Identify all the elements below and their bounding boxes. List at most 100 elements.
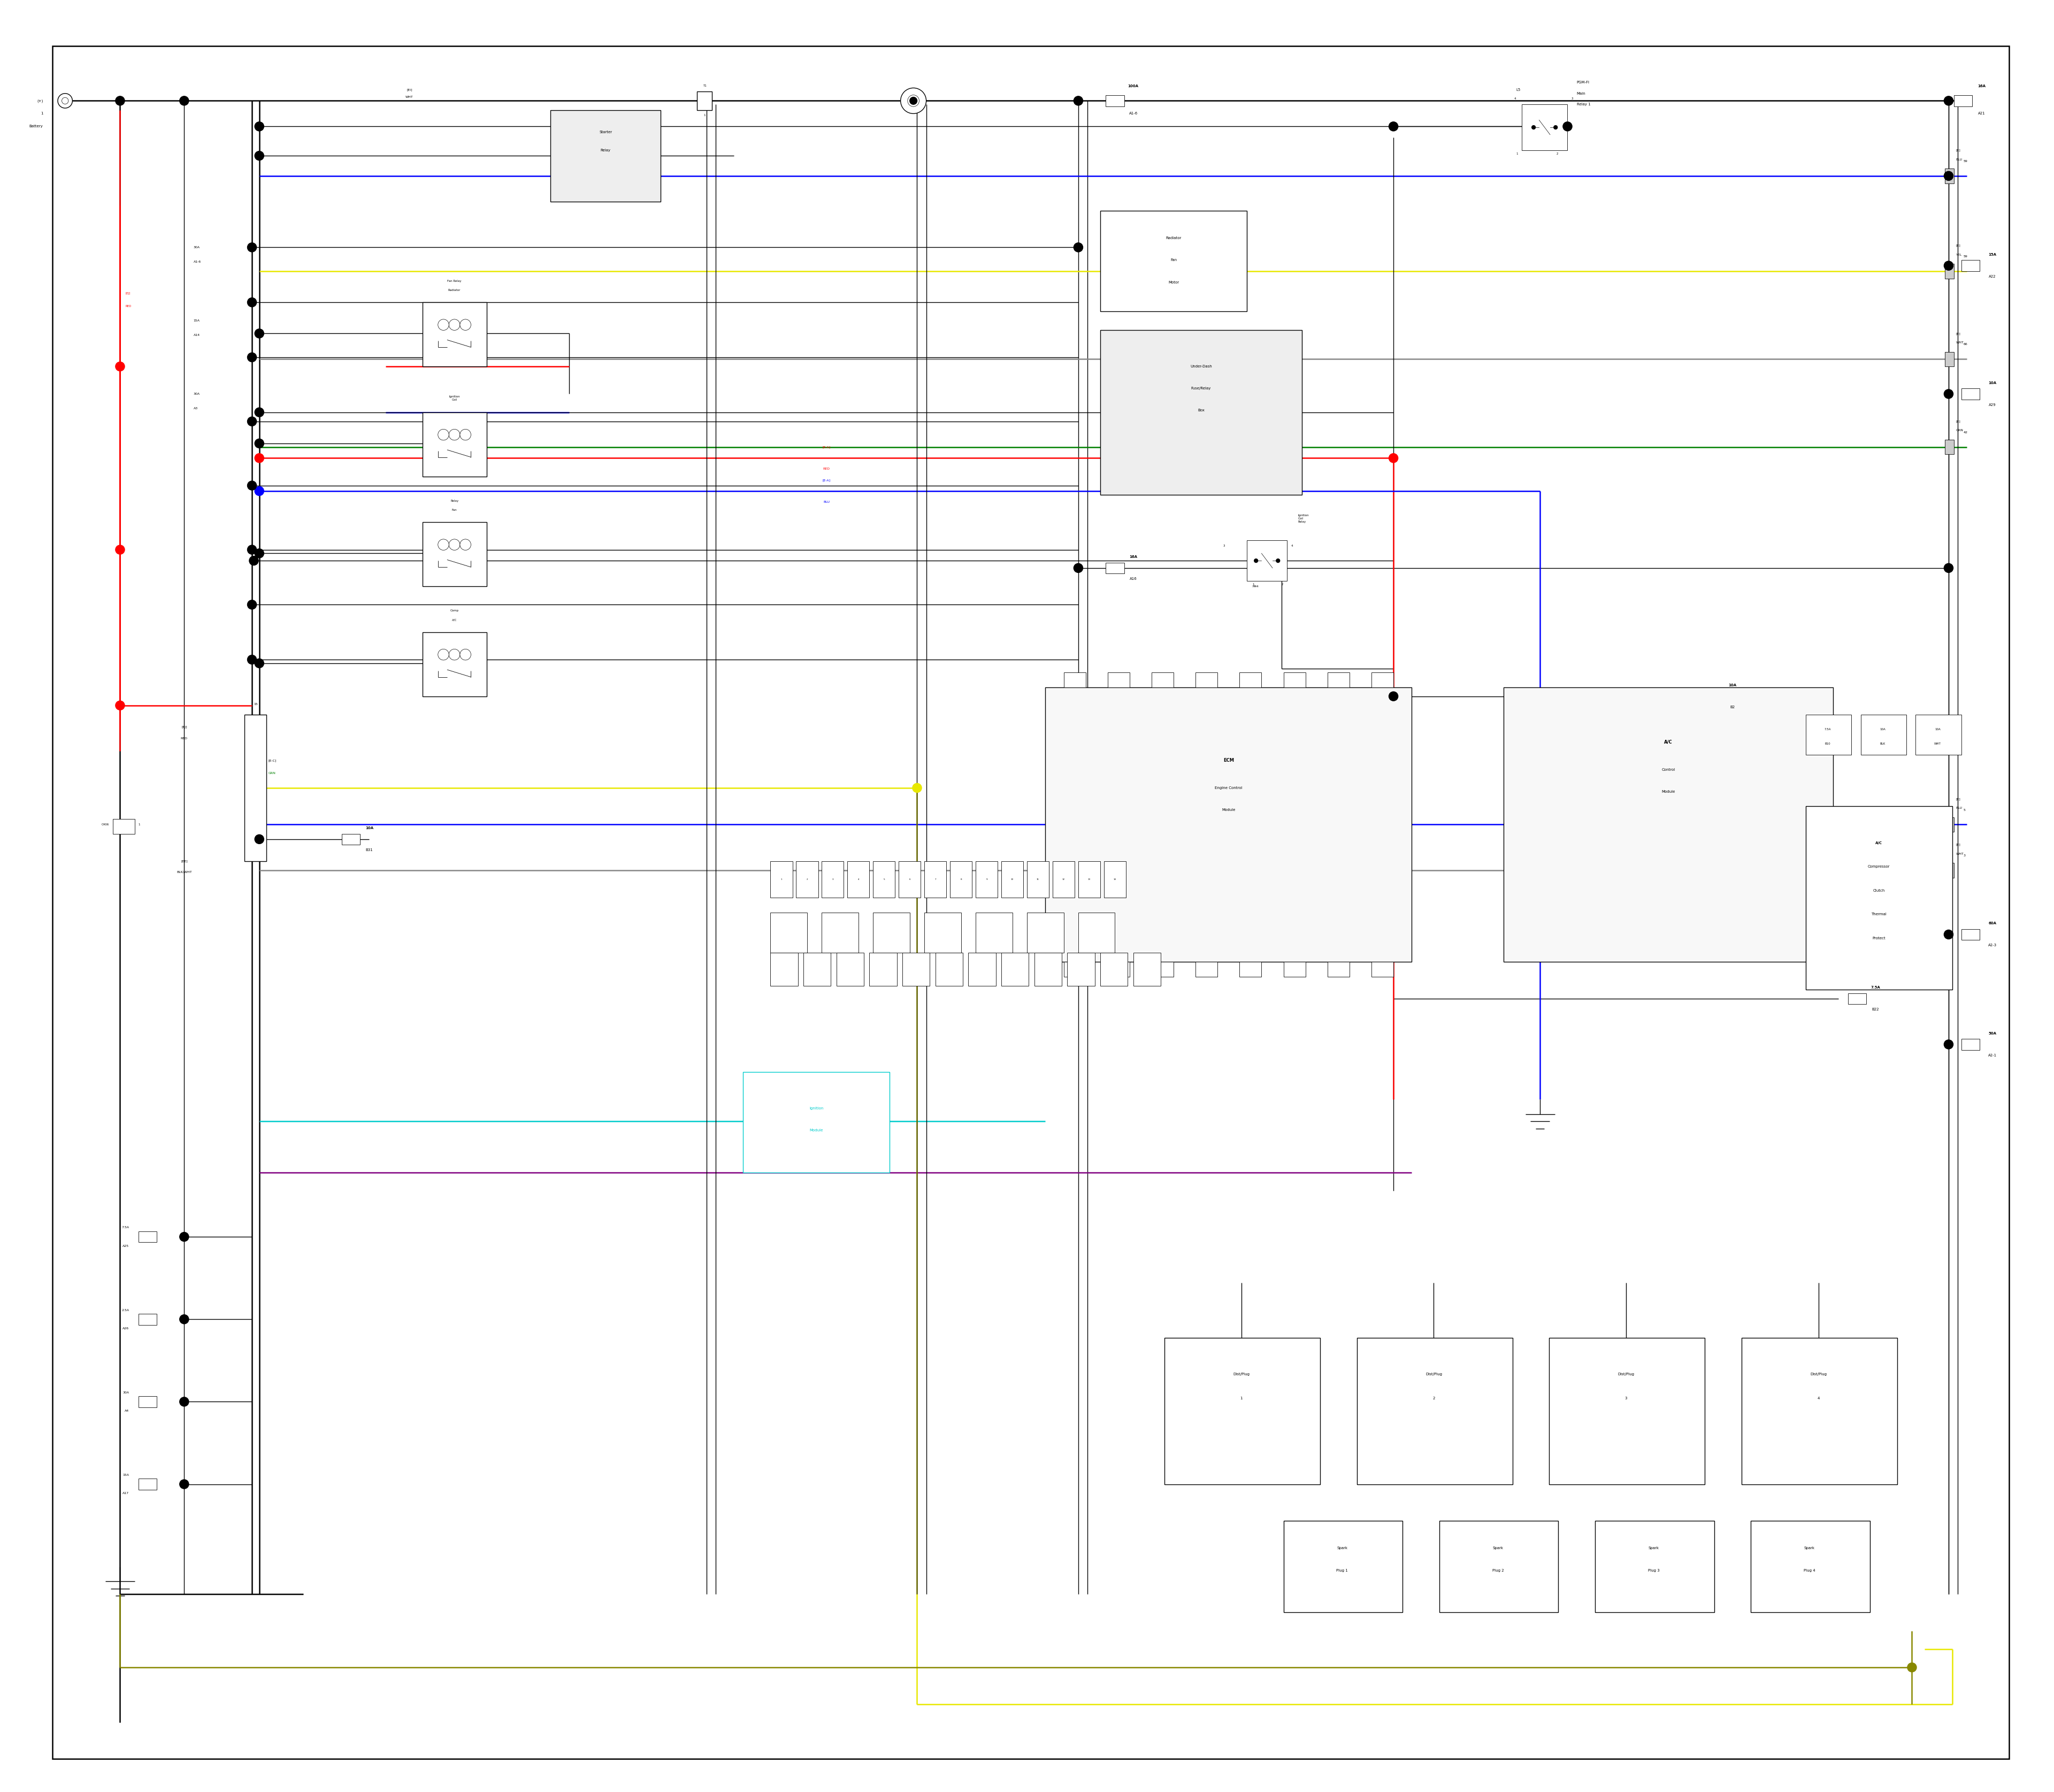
- Bar: [423, 633, 487, 697]
- Text: BLK/WHT: BLK/WHT: [177, 871, 191, 873]
- Text: BLU: BLU: [1955, 158, 1962, 161]
- Text: Protect: Protect: [1873, 937, 1886, 939]
- Text: A2-3: A2-3: [1988, 944, 1996, 948]
- Bar: [873, 912, 910, 953]
- Text: B22: B22: [1871, 1007, 1879, 1011]
- Bar: [1103, 862, 1126, 898]
- Text: A29: A29: [1988, 403, 1996, 407]
- Text: [EJ]: [EJ]: [181, 726, 187, 729]
- Circle shape: [1943, 389, 1953, 398]
- Bar: [803, 953, 832, 986]
- Text: M44: M44: [1253, 584, 1259, 588]
- Bar: [1945, 263, 1953, 278]
- Text: 100A: 100A: [1128, 84, 1138, 88]
- Bar: [836, 953, 865, 986]
- Circle shape: [1943, 172, 1953, 181]
- Bar: [1358, 1337, 1512, 1484]
- Text: 5: 5: [1964, 808, 1966, 812]
- Bar: [1107, 962, 1130, 977]
- Text: 10A: 10A: [1727, 685, 1736, 686]
- Bar: [744, 1072, 889, 1172]
- Bar: [1068, 953, 1095, 986]
- Bar: [1372, 962, 1393, 977]
- Text: BLU: BLU: [1955, 806, 1962, 810]
- Text: Under-Dash: Under-Dash: [1189, 366, 1212, 367]
- Text: 15A: 15A: [123, 1473, 129, 1477]
- Text: [EE]: [EE]: [181, 860, 187, 862]
- Text: 3: 3: [1625, 1396, 1627, 1400]
- Bar: [1805, 806, 1951, 989]
- Text: Starter: Starter: [600, 131, 612, 134]
- Circle shape: [460, 319, 470, 330]
- Text: Fan: Fan: [1171, 258, 1177, 262]
- Bar: [1002, 862, 1023, 898]
- Text: 59: 59: [1964, 159, 1968, 163]
- Bar: [976, 862, 998, 898]
- Bar: [1742, 1337, 1898, 1484]
- Circle shape: [460, 649, 470, 659]
- Circle shape: [1389, 692, 1399, 701]
- Text: Motor: Motor: [1169, 281, 1179, 283]
- Text: 16A: 16A: [1978, 84, 1986, 88]
- Circle shape: [912, 783, 922, 792]
- Bar: [1064, 962, 1087, 977]
- Text: 2.5A: 2.5A: [121, 1308, 129, 1312]
- Text: Module: Module: [1662, 790, 1676, 794]
- Bar: [423, 412, 487, 477]
- Text: 3: 3: [1964, 855, 1966, 857]
- Text: Main: Main: [1577, 91, 1586, 95]
- Bar: [951, 862, 972, 898]
- Text: [E]: [E]: [1955, 419, 1962, 423]
- Text: Engine Control: Engine Control: [1214, 787, 1243, 790]
- Bar: [1239, 962, 1261, 977]
- Bar: [869, 953, 898, 986]
- Bar: [1962, 260, 1980, 271]
- Bar: [902, 953, 930, 986]
- Text: 11: 11: [1037, 878, 1039, 880]
- Text: 12: 12: [1062, 878, 1066, 880]
- Bar: [1327, 962, 1349, 977]
- Circle shape: [1389, 122, 1399, 131]
- Text: [E-A]: [E-A]: [822, 446, 830, 448]
- Circle shape: [1553, 125, 1557, 129]
- Text: Fan Relay: Fan Relay: [448, 280, 462, 281]
- Text: A4: A4: [125, 1410, 129, 1412]
- Text: 60A: 60A: [1988, 921, 1996, 925]
- Bar: [1945, 351, 1953, 366]
- Text: Compressor: Compressor: [1867, 866, 1890, 869]
- Circle shape: [1943, 97, 1953, 106]
- Text: [EI]: [EI]: [407, 88, 413, 91]
- Bar: [1945, 439, 1953, 455]
- Bar: [1134, 953, 1161, 986]
- Text: Spark: Spark: [1803, 1546, 1814, 1550]
- Circle shape: [249, 556, 259, 564]
- Bar: [1440, 1521, 1559, 1613]
- Bar: [1045, 686, 1411, 962]
- Circle shape: [58, 93, 72, 108]
- Bar: [138, 1396, 156, 1407]
- Circle shape: [255, 151, 263, 159]
- Text: 13: 13: [1089, 878, 1091, 880]
- Circle shape: [246, 600, 257, 609]
- Circle shape: [1074, 242, 1082, 253]
- Text: A21: A21: [1978, 111, 1986, 115]
- Circle shape: [450, 319, 460, 330]
- Circle shape: [179, 1398, 189, 1407]
- Circle shape: [62, 97, 68, 104]
- Bar: [976, 912, 1013, 953]
- Bar: [1152, 672, 1173, 686]
- Text: Thermal: Thermal: [1871, 912, 1888, 916]
- Text: A14: A14: [193, 333, 199, 337]
- Text: Ignition
Coil: Ignition Coil: [450, 396, 460, 401]
- Circle shape: [255, 659, 263, 668]
- Bar: [1064, 672, 1087, 686]
- Text: [E]: [E]: [1955, 244, 1962, 247]
- Text: 59: 59: [1964, 254, 1968, 258]
- Text: 10A: 10A: [1988, 382, 1996, 385]
- Circle shape: [438, 649, 450, 659]
- Bar: [1105, 563, 1124, 573]
- Bar: [1239, 672, 1261, 686]
- Bar: [848, 862, 869, 898]
- Bar: [1962, 928, 1980, 941]
- Text: 1: 1: [41, 111, 43, 115]
